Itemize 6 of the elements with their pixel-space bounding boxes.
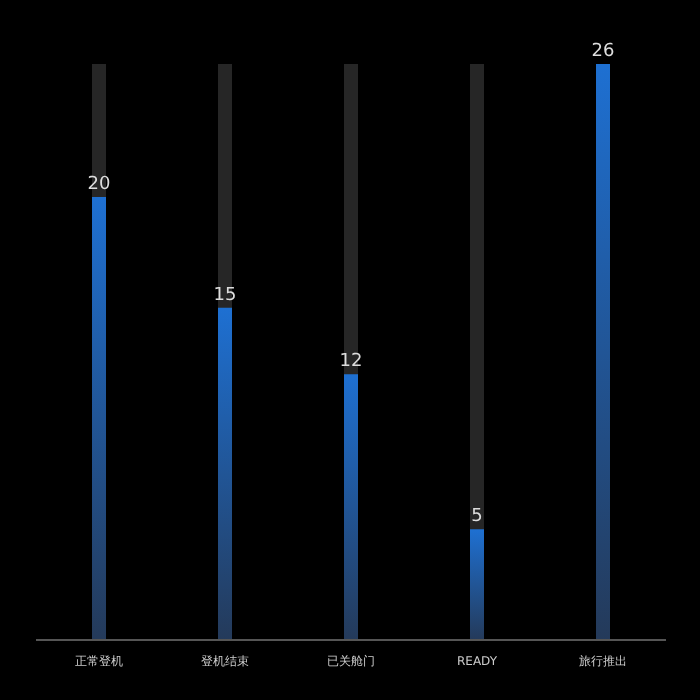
data-label: 15 xyxy=(213,285,237,306)
data-label: 26 xyxy=(591,42,615,62)
data-label: 20 xyxy=(87,174,111,195)
data-label: 12 xyxy=(339,352,363,373)
data-label: 5 xyxy=(471,507,483,528)
bar xyxy=(470,529,484,640)
